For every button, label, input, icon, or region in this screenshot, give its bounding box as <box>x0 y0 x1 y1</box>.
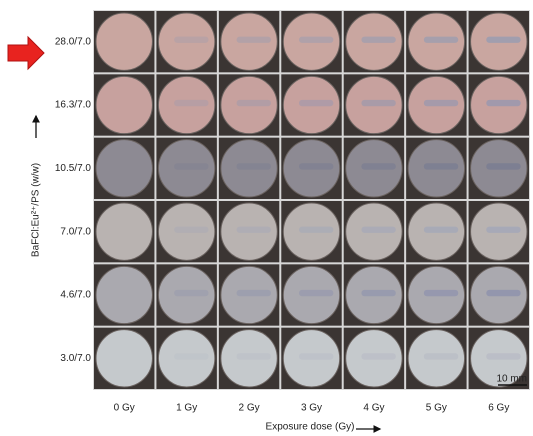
exposure-band <box>361 100 395 106</box>
exposure-band <box>424 353 458 359</box>
exposure-band <box>237 227 271 233</box>
exposure-band <box>424 163 458 169</box>
exposure-band <box>486 100 520 106</box>
exposure-band <box>299 290 333 296</box>
exposure-band <box>299 100 333 106</box>
column-label: 2 Gy <box>239 403 260 414</box>
exposure-band <box>174 100 208 106</box>
column-label: 4 Gy <box>363 403 384 414</box>
exposure-band <box>237 100 271 106</box>
sample-disc <box>96 76 152 133</box>
sample-disc <box>96 203 152 260</box>
exposure-band <box>174 353 208 359</box>
scale-bar-label: 10 mm <box>496 374 527 385</box>
row-label: 3.0/7.0 <box>60 353 91 364</box>
exposure-band <box>424 37 458 43</box>
row-label: 10.5/7.0 <box>55 163 92 174</box>
column-label: 5 Gy <box>426 403 447 414</box>
exposure-band <box>486 353 520 359</box>
exposure-band <box>174 290 208 296</box>
page: BaFCl:Eu²⁺/PS (w/w) Exposure dose (Gy) 2… <box>0 0 533 436</box>
x-axis-label: Exposure dose (Gy) <box>266 422 355 433</box>
exposure-band <box>174 37 208 43</box>
exposure-band <box>486 227 520 233</box>
exposure-band <box>174 227 208 233</box>
column-label: 0 Gy <box>114 403 135 414</box>
exposure-band <box>486 37 520 43</box>
y-axis-label: BaFCl:Eu²⁺/PS (w/w) <box>31 163 42 257</box>
exposure-band <box>424 100 458 106</box>
exposure-band <box>174 163 208 169</box>
exposure-band <box>424 290 458 296</box>
exposure-band <box>486 163 520 169</box>
exposure-band <box>299 227 333 233</box>
exposure-band <box>361 353 395 359</box>
exposure-band <box>299 163 333 169</box>
column-label: 6 Gy <box>488 403 509 414</box>
row-label: 4.6/7.0 <box>60 290 91 301</box>
column-label: 1 Gy <box>176 403 197 414</box>
sample-disc <box>96 140 152 197</box>
exposure-band <box>299 37 333 43</box>
exposure-band <box>361 163 395 169</box>
y-axis: BaFCl:Eu²⁺/PS (w/w) <box>31 116 42 257</box>
row-label: 7.0/7.0 <box>60 226 91 237</box>
exposure-band <box>299 353 333 359</box>
exposure-band <box>486 290 520 296</box>
row-label: 16.3/7.0 <box>55 100 92 111</box>
exposure-band <box>237 163 271 169</box>
sample-disc <box>96 13 152 70</box>
column-label: 3 Gy <box>301 403 322 414</box>
exposure-band <box>424 227 458 233</box>
sample-disc <box>96 266 152 323</box>
exposure-band <box>237 37 271 43</box>
figure: BaFCl:Eu²⁺/PS (w/w) Exposure dose (Gy) 2… <box>0 0 533 436</box>
row-label: 28.0/7.0 <box>55 36 92 47</box>
exposure-band <box>237 290 271 296</box>
sample-disc <box>96 330 152 387</box>
exposure-band <box>361 227 395 233</box>
exposure-band <box>237 353 271 359</box>
exposure-band <box>361 37 395 43</box>
exposure-band <box>361 290 395 296</box>
highlight-arrow <box>8 37 44 69</box>
